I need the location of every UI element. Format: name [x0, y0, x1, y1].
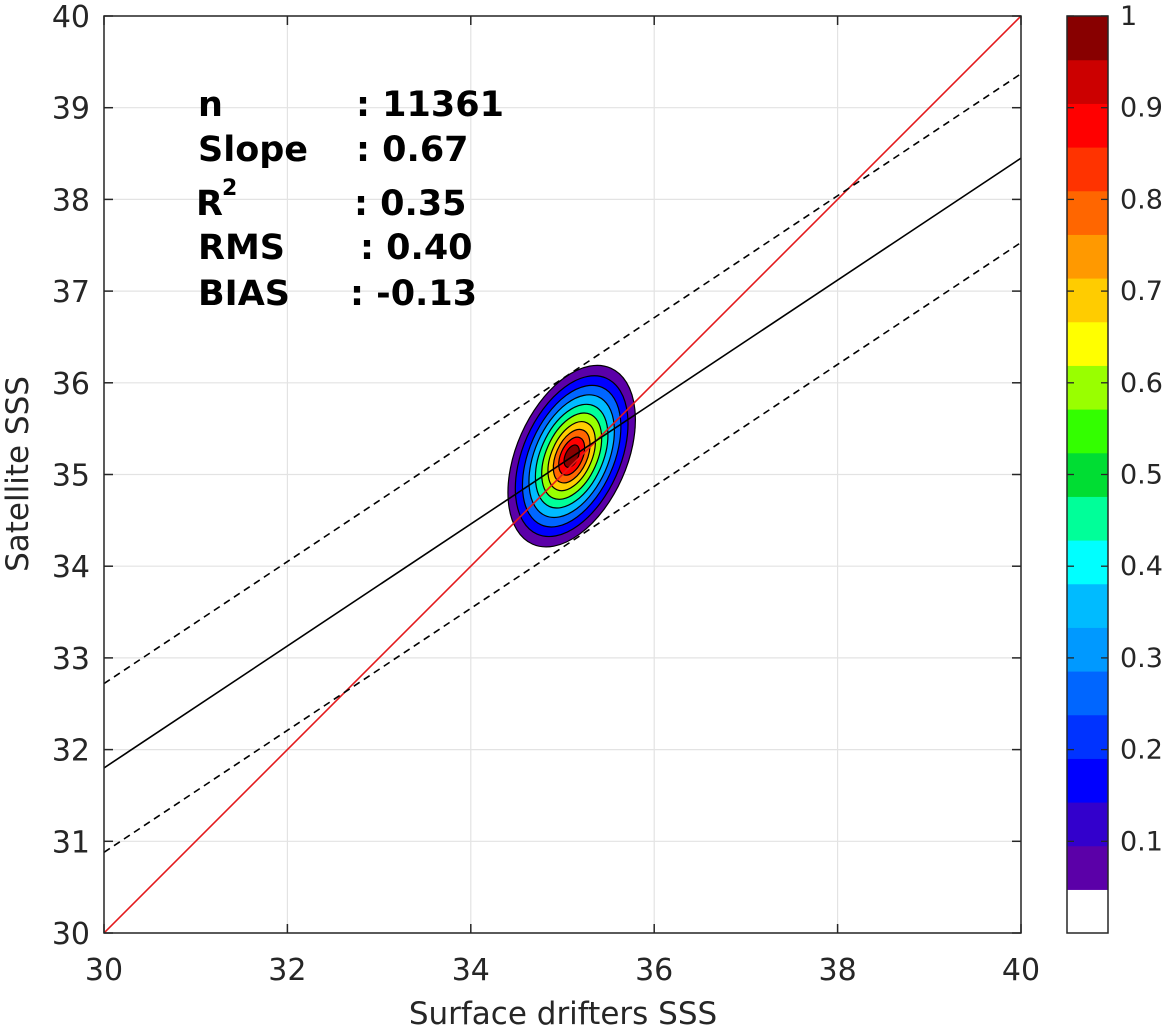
axis-ticks: [103, 15, 1022, 934]
line-regression-upper: [104, 73, 1021, 685]
line-regression-lower: [104, 241, 1021, 853]
colorbar-tick-label: 0.6: [1120, 368, 1163, 399]
colorbar-segment: [1067, 409, 1108, 454]
x-tick-label: 38: [819, 953, 857, 988]
y-tick-label: 35: [52, 459, 90, 494]
x-tick-label: 40: [1002, 953, 1040, 988]
stat-rms-label: RMS: [198, 228, 285, 268]
line-regression: [104, 157, 1021, 769]
colorbar-tick-label: 0.2: [1120, 735, 1163, 766]
colorbar-segment: [1067, 365, 1108, 410]
colorbar-segment: [1067, 627, 1108, 672]
x-tick-label: 32: [268, 953, 306, 988]
colorbar-tick-label: 1: [1120, 1, 1137, 32]
y-axis-title: Satellite SSS: [0, 376, 36, 572]
colorbar-segment: [1067, 758, 1108, 803]
line-one-to-one: [104, 16, 1021, 933]
colorbar-segment: [1067, 103, 1108, 148]
stat-n-value: : 11361: [356, 85, 504, 125]
colorbar-tick-label: 0.5: [1120, 460, 1163, 491]
stat-slope-label: Slope: [198, 130, 308, 170]
colorbar: [1067, 16, 1108, 934]
colorbar-segment: [1067, 278, 1108, 323]
colorbar-segment: [1067, 671, 1108, 716]
x-tick-label: 30: [85, 953, 123, 988]
colorbar-segment: [1067, 845, 1108, 890]
stat-r2-label: R: [196, 184, 223, 224]
x-tick-label: 34: [452, 953, 490, 988]
colorbar-segment: [1067, 583, 1108, 628]
y-tick-label: 33: [52, 642, 90, 677]
colorbar-tick-label: 0.8: [1120, 184, 1163, 215]
y-tick-label: 37: [52, 275, 90, 310]
stat-rms-value: : 0.40: [360, 228, 473, 268]
colorbar-tick-label: 0.3: [1120, 643, 1163, 674]
colorbar-tick-label: 0.9: [1120, 93, 1163, 124]
y-tick-label: 36: [52, 367, 90, 402]
stat-r2-sup: 2: [222, 176, 237, 201]
x-tick-label: 36: [635, 953, 673, 988]
colorbar-segment: [1067, 802, 1108, 847]
fit-lines: [104, 16, 1021, 933]
colorbar-segment: [1067, 16, 1108, 61]
x-axis-title: Surface drifters SSS: [409, 996, 717, 1028]
stat-bias-value: : -0.13: [350, 274, 477, 314]
colorbar-tick-label: 0.1: [1120, 826, 1163, 857]
colorbar-tick-label: 0.7: [1120, 276, 1163, 307]
colorbar-segment: [1067, 147, 1108, 192]
colorbar-segment: [1067, 234, 1108, 279]
colorbar-segment: [1067, 714, 1108, 759]
colorbar-segment: [1067, 190, 1108, 235]
stat-slope-value: : 0.67: [356, 130, 469, 170]
colorbar-tick-label: 0.4: [1120, 551, 1163, 582]
colorbar-segment: [1067, 889, 1108, 934]
stats-box: n : 11361 Slope : 0.67 R 2 : 0.35 RMS : …: [196, 85, 504, 314]
y-tick-label: 31: [52, 825, 90, 860]
y-tick-label: 38: [52, 183, 90, 218]
y-tick-label: 30: [52, 917, 90, 952]
stat-r2-value: : 0.35: [354, 184, 467, 224]
stat-bias-label: BIAS: [198, 274, 290, 314]
colorbar-ticks: 0.1 0.2 0.3 0.4 0.5 0.6 0.7 0.8 0.9 1: [1067, 1, 1163, 857]
y-tick-label: 40: [52, 0, 90, 35]
y-tick-label: 39: [52, 92, 90, 127]
colorbar-segment: [1067, 496, 1108, 541]
axis-tick-labels: 30 32 34 36 38 40 30 31 32 33 34 35 36 37 38 39 40: [52, 0, 1040, 988]
stat-n-label: n: [198, 85, 223, 125]
y-tick-label: 34: [52, 550, 90, 585]
colorbar-segment: [1067, 540, 1108, 585]
y-tick-label: 32: [52, 734, 90, 769]
colorbar-segment: [1067, 321, 1108, 366]
colorbar-segment: [1067, 59, 1108, 104]
